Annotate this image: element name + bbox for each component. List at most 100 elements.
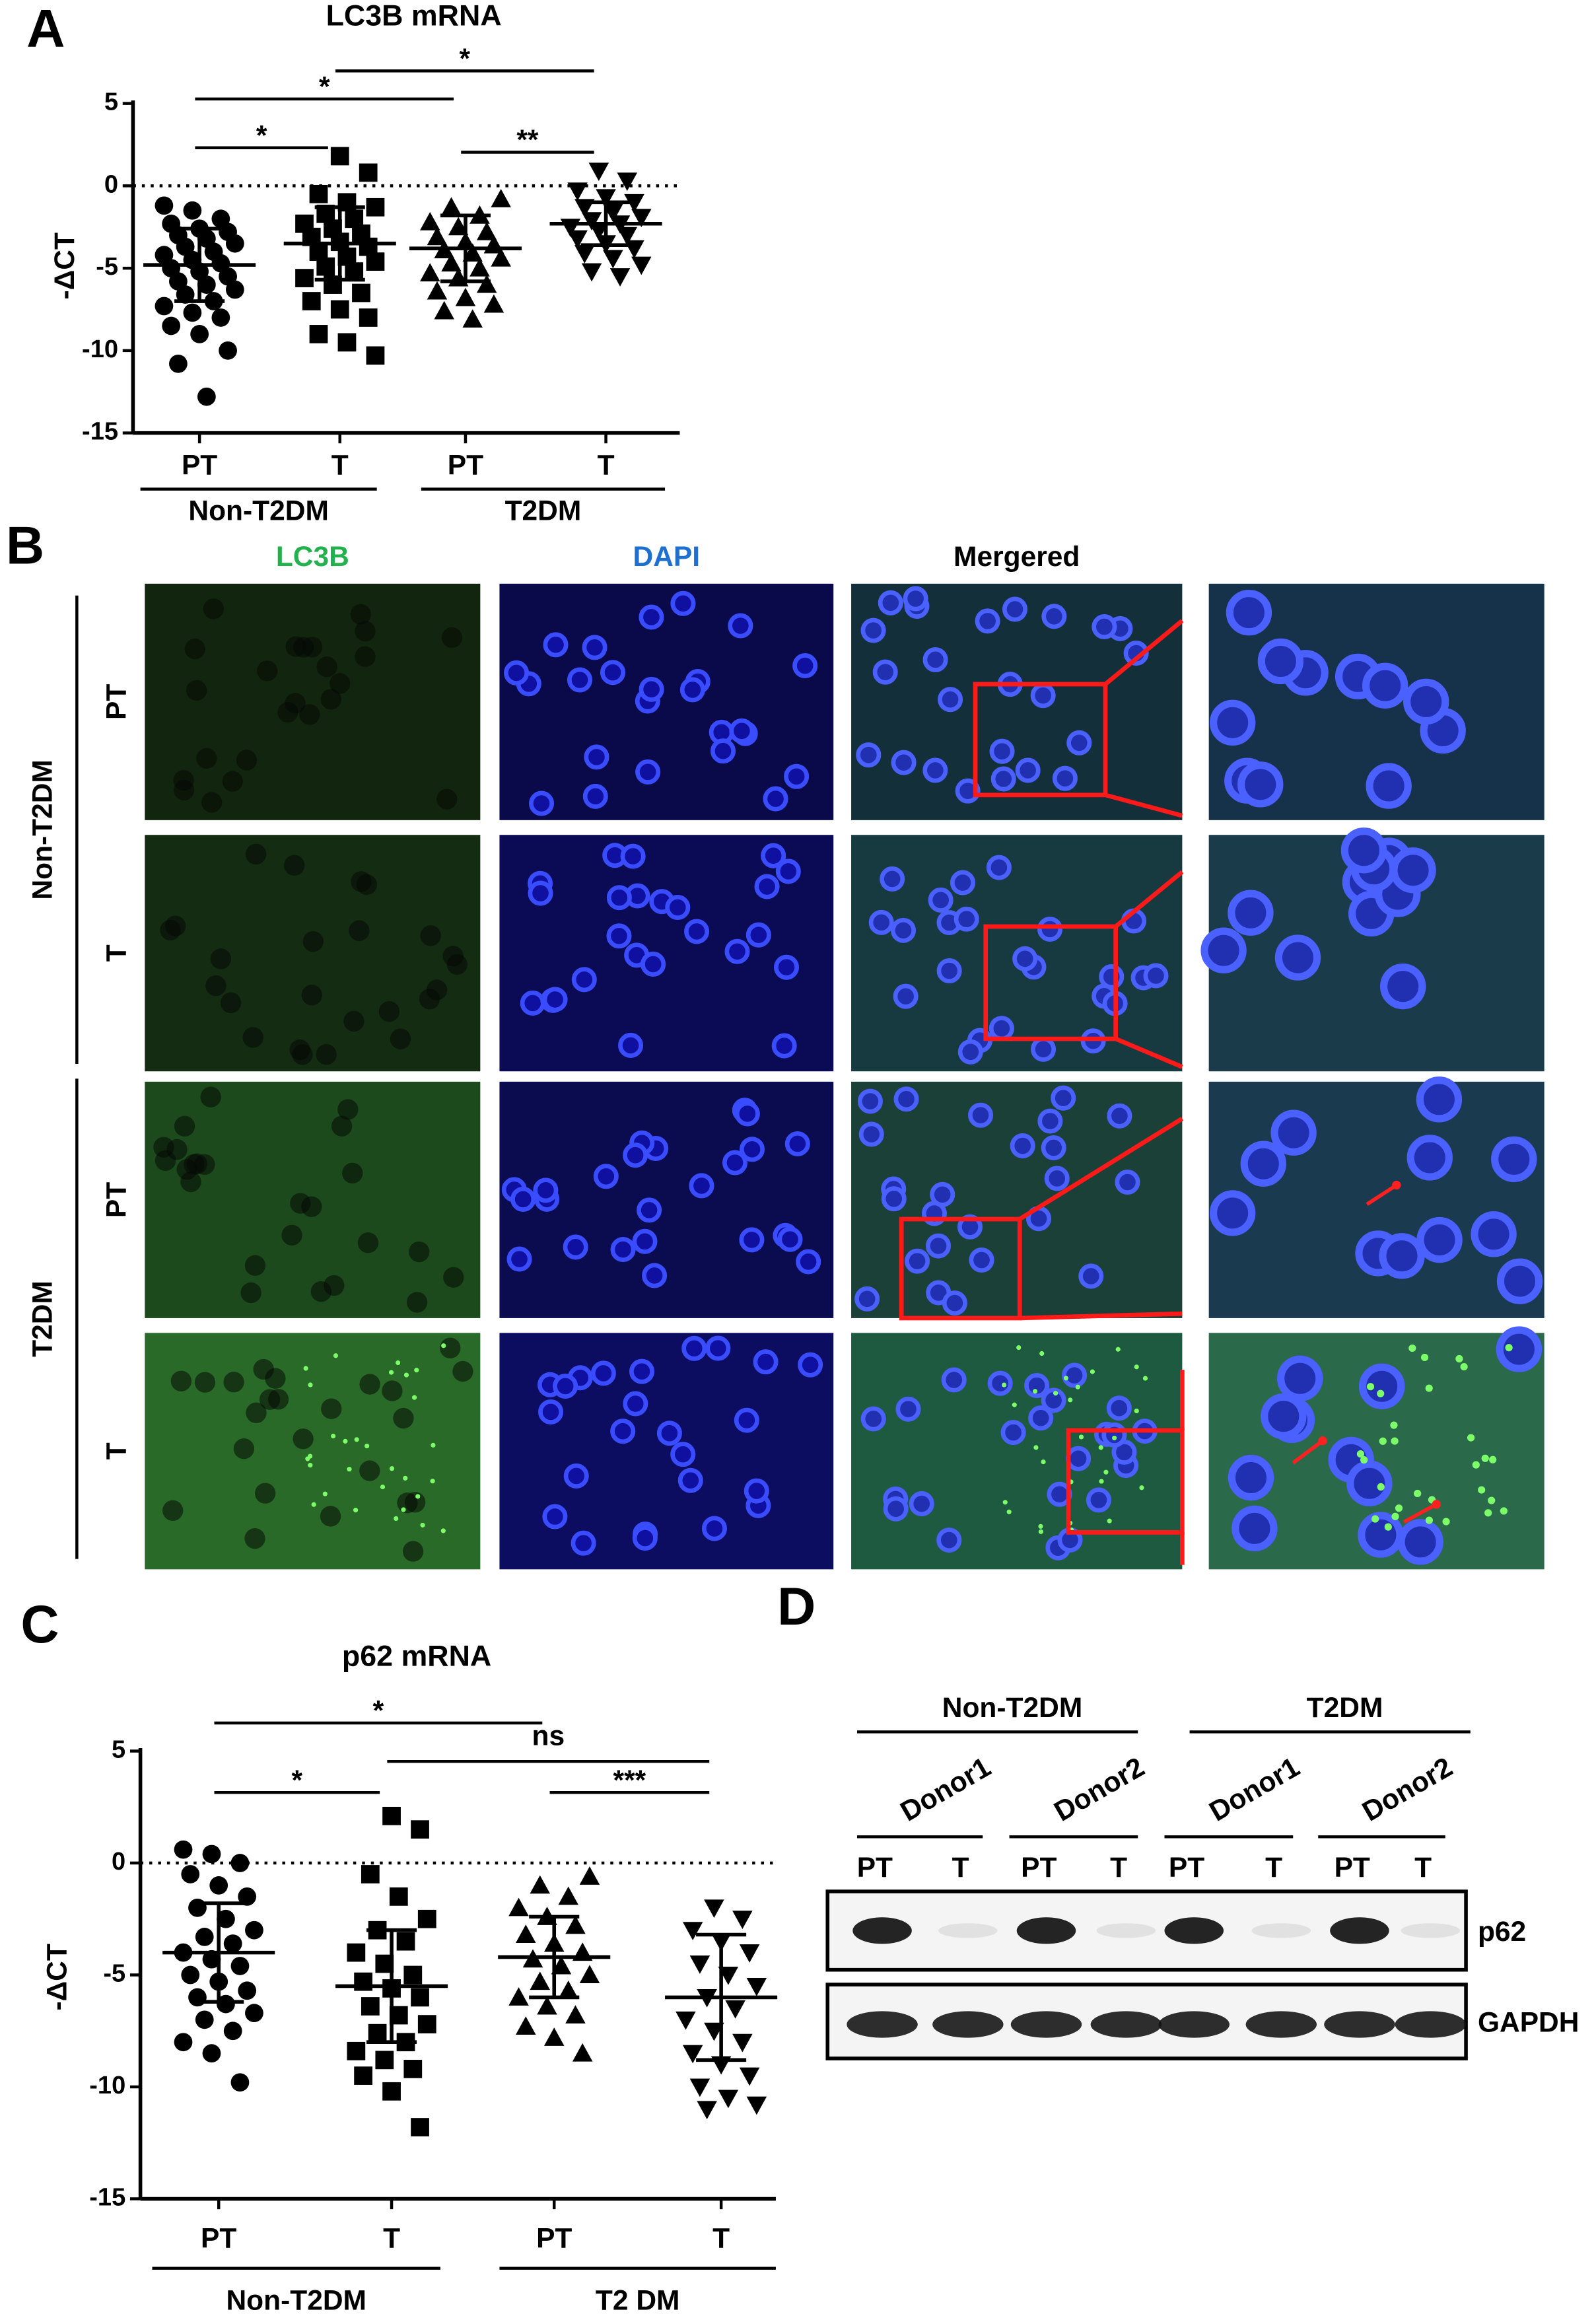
- nucleus: [665, 894, 691, 921]
- puncta: [380, 1484, 386, 1490]
- puncta: [1442, 1518, 1450, 1526]
- protein-label: p62: [1478, 1916, 1526, 1948]
- nucleus-shadow: [246, 1402, 267, 1423]
- nucleus: [510, 1186, 536, 1212]
- nucleus: [724, 938, 750, 964]
- nucleus: [990, 766, 1016, 792]
- nucleus: [1228, 890, 1274, 936]
- nucleus-shadow: [223, 1372, 244, 1393]
- puncta: [333, 1353, 339, 1358]
- nucleus: [1270, 1109, 1317, 1156]
- nucleus: [1086, 1487, 1111, 1513]
- puncta: [1098, 1445, 1103, 1450]
- data-point: [609, 268, 631, 287]
- data-point: [354, 1972, 372, 1991]
- y-axis-label: -ΔCT: [50, 232, 81, 299]
- puncta: [403, 1372, 409, 1378]
- data-point: [176, 285, 195, 304]
- nucleus: [689, 1173, 714, 1199]
- data-point: [491, 189, 511, 207]
- data-point: [588, 162, 609, 182]
- significance-label: **: [516, 125, 539, 156]
- nucleus: [942, 1290, 967, 1316]
- nucleus: [642, 1263, 668, 1288]
- nucleus-shadow: [356, 874, 377, 896]
- data-point: [396, 1932, 415, 1951]
- nucleus: [746, 922, 771, 948]
- nucleus: [868, 909, 894, 935]
- puncta: [1390, 1421, 1398, 1429]
- puncta: [1395, 1504, 1403, 1512]
- puncta: [441, 1343, 446, 1349]
- nucleus: [739, 1227, 765, 1253]
- nucleus-shadow: [245, 843, 267, 865]
- nucleus: [744, 1478, 769, 1504]
- nucleus: [563, 1234, 588, 1260]
- nucleus: [1240, 1141, 1286, 1187]
- puncta: [1107, 1518, 1112, 1524]
- micrograph: [145, 1333, 481, 1570]
- nucleus: [1257, 638, 1304, 685]
- data-point: [676, 2011, 696, 2030]
- nucleus-shadow: [253, 1358, 274, 1380]
- nucleus-shadow: [321, 1398, 342, 1419]
- row-label: T: [101, 944, 132, 962]
- nucleus: [1496, 1326, 1543, 1372]
- data-point: [682, 2045, 703, 2064]
- data-point: [188, 1898, 207, 1917]
- puncta: [1075, 1384, 1080, 1389]
- data-point: [739, 2067, 760, 2086]
- nucleus: [641, 951, 666, 977]
- nucleus: [1051, 1085, 1076, 1111]
- nucleus-shadow: [293, 637, 314, 658]
- nucleus: [784, 1131, 810, 1156]
- nucleus: [593, 1164, 619, 1189]
- nucleus: [860, 617, 886, 643]
- nucleus: [637, 1197, 662, 1223]
- nucleus-shadow: [160, 919, 181, 941]
- nucleus: [684, 919, 710, 944]
- zoom-line: [1020, 1311, 1183, 1321]
- band: [1401, 1923, 1461, 1938]
- arrow-head: [1432, 1500, 1441, 1509]
- data-point: [223, 2021, 242, 2041]
- nucleus: [656, 1421, 682, 1446]
- nucleus: [1031, 1036, 1057, 1062]
- puncta: [394, 1516, 399, 1521]
- puncta: [1134, 1364, 1139, 1370]
- panel-label: B: [6, 516, 44, 576]
- nucleus: [1274, 934, 1321, 981]
- nucleus: [955, 778, 981, 804]
- puncta: [1379, 1437, 1387, 1445]
- band: [1010, 2011, 1082, 2038]
- nucleus-shadow: [180, 1171, 201, 1193]
- nucleus-shadow: [210, 948, 232, 969]
- data-point: [181, 1865, 200, 1883]
- data-point: [697, 2101, 717, 2120]
- lane-label: PT: [1021, 1852, 1057, 1883]
- puncta: [1053, 1391, 1058, 1396]
- nucleus: [957, 1039, 983, 1065]
- data-point: [352, 283, 370, 302]
- puncta: [1408, 1344, 1416, 1353]
- data-point: [558, 1886, 578, 1905]
- nucleus: [582, 635, 607, 660]
- row-label: T: [101, 1442, 132, 1459]
- nucleus: [543, 632, 569, 658]
- arrow-head: [1318, 1436, 1327, 1446]
- puncta: [303, 1366, 308, 1371]
- data-point: [574, 245, 595, 264]
- nucleus: [734, 1101, 760, 1127]
- band: [1090, 2011, 1162, 2038]
- nucleus-shadow: [355, 621, 376, 642]
- data-point: [508, 1987, 529, 2006]
- nucleus: [1346, 1460, 1393, 1506]
- data-point: [354, 2066, 372, 2085]
- nucleus-shadow: [166, 1139, 188, 1160]
- nucleus-shadow: [283, 855, 305, 876]
- data-point: [434, 300, 454, 320]
- micrograph: [145, 583, 481, 820]
- data-point: [225, 280, 244, 299]
- nucleus: [954, 906, 979, 932]
- nucleus-shadow: [200, 1086, 221, 1107]
